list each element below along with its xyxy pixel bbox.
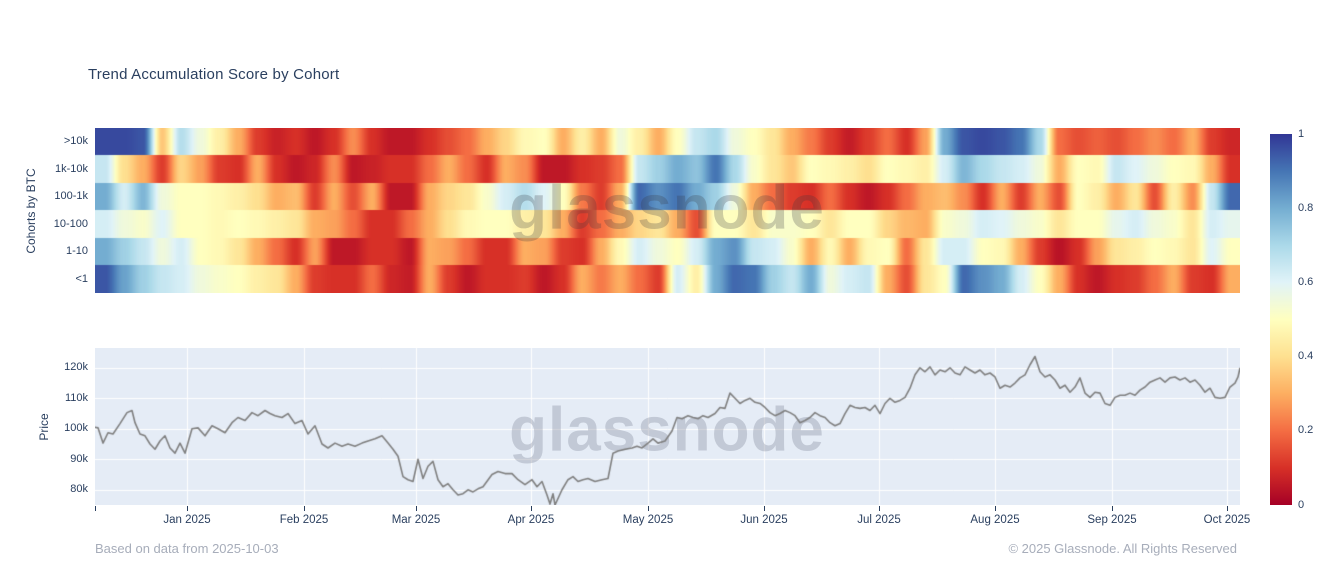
colorbar-tick-label: 0.2 [1298, 424, 1314, 437]
x-tick-mark [995, 506, 996, 511]
x-tick-label: Mar 2025 [391, 514, 441, 526]
x-tick-mark [1227, 506, 1228, 511]
colorbar-tick-label: 0 [1298, 498, 1305, 511]
colorbar-tick-label: 0.8 [1298, 201, 1314, 214]
x-tick-label: Aug 2025 [970, 514, 1020, 526]
price-tick-label: 100k [64, 422, 88, 435]
x-tick-mark [764, 506, 765, 511]
price-tick-label: 110k [64, 391, 88, 404]
x-tick-label: Oct 2025 [1203, 514, 1251, 526]
price-tick-label: 120k [64, 361, 88, 374]
page-title: Trend Accumulation Score by Cohort [88, 66, 340, 83]
price-chart-line[interactable] [95, 348, 1240, 505]
x-tick-label: Jul 2025 [857, 514, 901, 526]
cohort-y-axis-title: Cohorts by BTC [24, 168, 38, 254]
x-tick-label: Feb 2025 [279, 514, 329, 526]
x-tick-mark [1112, 506, 1113, 511]
colorbar-tick-label: 1 [1298, 127, 1305, 140]
x-tick-mark [879, 506, 880, 511]
price-tick-label: 90k [70, 452, 88, 465]
x-tick-mark [531, 506, 532, 511]
x-tick-label: Apr 2025 [507, 514, 555, 526]
x-tick-mark [187, 506, 188, 511]
cohort-heatmap[interactable] [95, 128, 1240, 293]
x-tick-mark [304, 506, 305, 511]
colorbar-gradient [1270, 134, 1292, 505]
x-tick-mark [95, 506, 96, 511]
footer-copyright: © 2025 Glassnode. All Rights Reserved [1008, 541, 1237, 556]
cohort-tick-label: <1 [75, 272, 88, 285]
price-tick-label: 80k [70, 483, 88, 496]
footer-data-source: Based on data from 2025-10-03 [95, 541, 279, 556]
x-tick-label: Sep 2025 [1087, 514, 1137, 526]
colorbar-tick-label: 0.4 [1298, 350, 1314, 363]
x-tick-mark [416, 506, 417, 511]
cohort-tick-label: 1-10 [65, 245, 88, 258]
x-tick-label: Jun 2025 [740, 514, 788, 526]
x-tick-label: Jan 2025 [163, 514, 211, 526]
cohort-tick-label: 1k-10k [54, 162, 88, 175]
x-tick-label: May 2025 [622, 514, 674, 526]
cohort-tick-label: 10-100 [53, 217, 88, 230]
cohort-tick-label: 100-1k [54, 190, 88, 203]
colorbar-tick-label: 0.6 [1298, 275, 1314, 288]
x-tick-mark [648, 506, 649, 511]
cohort-tick-label: >10k [63, 135, 88, 148]
